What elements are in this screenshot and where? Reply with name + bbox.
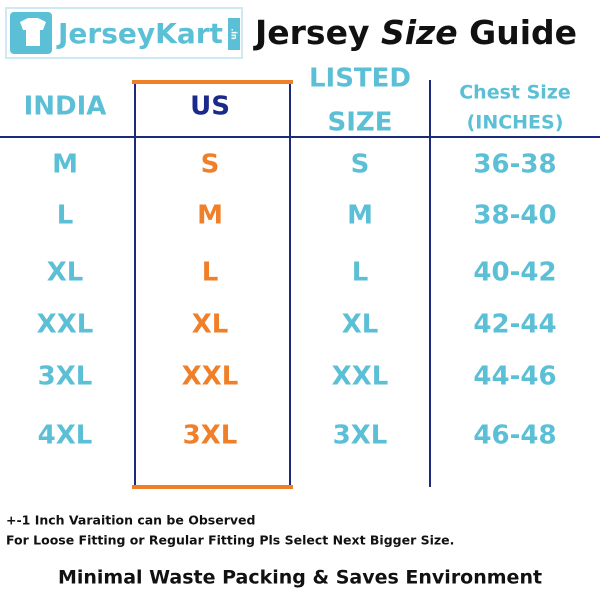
size-cell: 4XL	[38, 421, 93, 451]
column-header: Chest Size	[459, 82, 571, 104]
title-word: Size	[381, 13, 458, 52]
size-cell: 3XL	[333, 421, 388, 451]
size-cell: L	[57, 201, 74, 231]
logo-suffix-bg	[228, 18, 240, 50]
size-cell: XXL	[37, 310, 94, 340]
size-cell: 36-38	[473, 150, 556, 180]
size-cell: M	[52, 150, 78, 180]
size-cell: M	[347, 201, 373, 231]
size-cell: L	[202, 258, 219, 288]
size-cell: 46-48	[473, 421, 556, 451]
size-cell: XXL	[332, 362, 389, 392]
column-header: SIZE	[327, 108, 392, 138]
size-cell: XXL	[182, 362, 239, 392]
title-word: Guide	[469, 13, 577, 52]
size-cell: L	[352, 258, 369, 288]
logo-text: JerseyKart	[56, 17, 223, 50]
size-cell: S	[351, 150, 370, 180]
column-header: LISTED	[309, 64, 411, 94]
size-cell: 3XL	[38, 362, 93, 392]
column-header: US	[190, 92, 230, 122]
size-cell: XL	[192, 310, 229, 340]
title: Jersey Size Guide	[253, 13, 577, 52]
column-header: (INCHES)	[467, 112, 564, 134]
size-cell: 3XL	[183, 421, 238, 451]
size-cell: XL	[342, 310, 379, 340]
size-cell: M	[197, 201, 223, 231]
size-cell: S	[201, 150, 220, 180]
size-cell: XL	[47, 258, 84, 288]
note: +-1 Inch Varaition can be Observed	[6, 513, 255, 528]
size-cell: 42-44	[473, 310, 556, 340]
logo-suffix: .in	[230, 28, 239, 40]
column-header: INDIA	[24, 92, 107, 122]
size-cell: 38-40	[473, 201, 556, 231]
logo-shirt	[20, 18, 46, 46]
footer: Minimal Waste Packing & Saves Environmen…	[58, 567, 542, 589]
title-word: Jersey	[253, 13, 369, 52]
size-cell: 44-46	[473, 362, 556, 392]
size-cell: 40-42	[473, 258, 556, 288]
logo: JerseyKart .in	[5, 7, 243, 59]
note: For Loose Fitting or Regular Fitting Pls…	[6, 533, 454, 548]
